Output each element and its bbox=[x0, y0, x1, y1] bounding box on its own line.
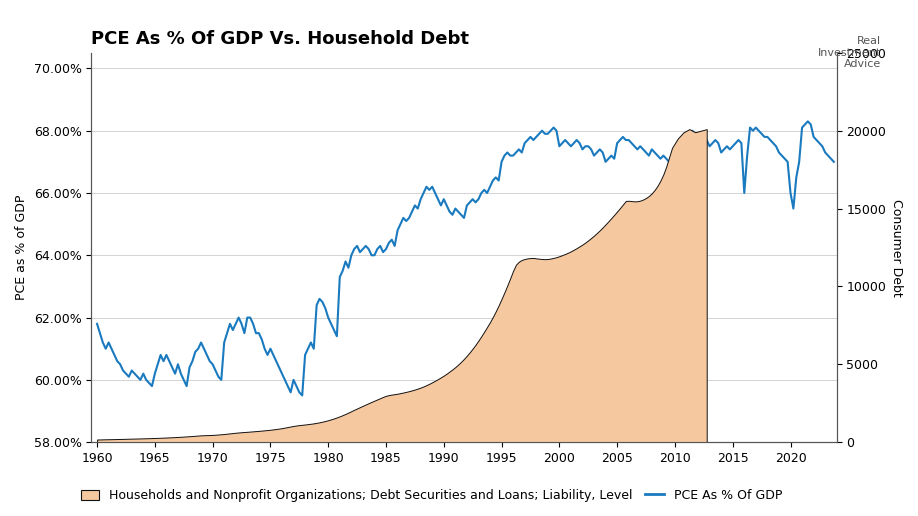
Y-axis label: PCE as % of GDP: PCE as % of GDP bbox=[15, 195, 28, 300]
Text: Real
Investment
Advice: Real Investment Advice bbox=[818, 36, 881, 69]
Text: PCE As % Of GDP Vs. Household Debt: PCE As % Of GDP Vs. Household Debt bbox=[91, 30, 469, 49]
Y-axis label: Consumer Debt: Consumer Debt bbox=[890, 199, 903, 296]
Legend: Households and Nonprofit Organizations; Debt Securities and Loans; Liability, Le: Households and Nonprofit Organizations; … bbox=[75, 484, 788, 507]
